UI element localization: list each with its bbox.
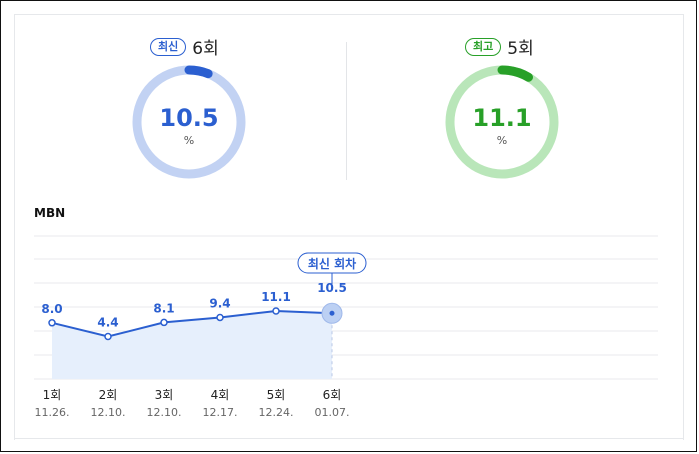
data-point <box>329 310 335 316</box>
latest-badge: 최신 <box>150 37 187 56</box>
stats-divider <box>346 42 347 180</box>
x-tick-date: 11.26. <box>35 406 70 419</box>
data-point <box>272 307 280 315</box>
data-label: 11.1 <box>261 290 291 304</box>
latest-marker-pill <box>297 252 367 274</box>
latest-gauge-value: 10.5 <box>159 104 218 132</box>
x-tick-label: 1회 <box>43 388 62 402</box>
latest-gauge-fill <box>132 65 246 179</box>
latest-round: 6회 <box>192 39 219 59</box>
best-gauge-value: 11.1 <box>472 104 531 132</box>
best-badge: 최고 <box>465 37 502 56</box>
latest-gauge: 10.5 % <box>132 65 246 179</box>
data-point <box>104 332 112 341</box>
data-label: 4.4 <box>97 316 118 330</box>
x-tick-date: 12.10. <box>147 406 182 419</box>
best-gauge: 11.1 % <box>445 65 559 179</box>
card-bottom-border <box>14 438 684 439</box>
latest-stat-header: 최신 6회 <box>150 34 219 59</box>
x-tick-date: 12.24. <box>259 406 294 419</box>
latest-gauge-unit: % <box>184 134 194 147</box>
x-tick-date: 12.10. <box>91 406 126 419</box>
x-tick-label: 6회 <box>323 388 342 402</box>
x-tick-label: 3회 <box>155 388 174 402</box>
data-point <box>160 318 168 327</box>
best-round: 5회 <box>507 39 534 59</box>
chart-area <box>52 311 332 379</box>
best-gauge-unit: % <box>497 134 507 147</box>
ratings-card <box>14 14 684 440</box>
data-label: 9.4 <box>209 296 230 310</box>
series-line <box>51 309 333 338</box>
latest-marker-label: 최신 회차 <box>308 256 356 271</box>
x-tick-label: 4회 <box>211 388 230 402</box>
channel-name: MBN <box>34 206 66 220</box>
x-tick-date: 01.07. <box>315 406 350 419</box>
x-tick-label: 2회 <box>99 388 118 402</box>
x-tick-date: 12.17. <box>203 406 238 419</box>
best-gauge-fill <box>445 65 559 179</box>
data-label: 8.0 <box>41 302 62 316</box>
x-tick-label: 5회 <box>267 388 286 402</box>
data-point <box>48 319 56 327</box>
data-label: 8.1 <box>153 301 174 315</box>
best-stat-header: 최고 5회 <box>465 34 534 59</box>
data-label: 10.5 <box>317 281 347 295</box>
data-point <box>216 313 224 322</box>
